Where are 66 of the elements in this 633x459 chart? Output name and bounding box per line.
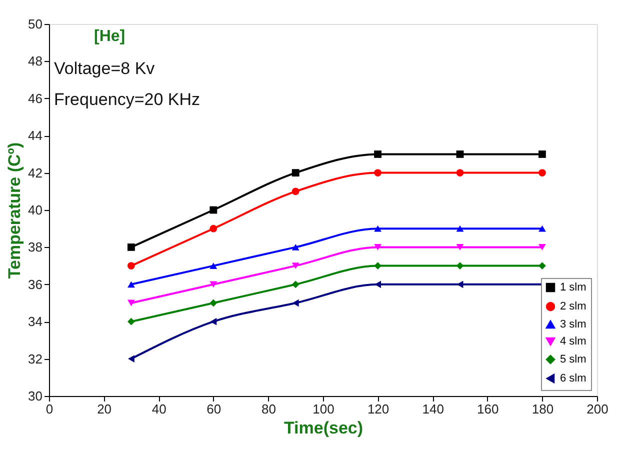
point <box>538 225 546 232</box>
point <box>292 299 299 307</box>
point <box>374 244 382 250</box>
y-tick-label: 32 <box>28 351 42 366</box>
point <box>456 169 464 176</box>
point <box>456 262 464 270</box>
point <box>210 224 218 232</box>
legend-label: 2 slm <box>560 300 586 312</box>
y-tick-label: 48 <box>28 54 42 69</box>
x-tick-label: 180 <box>532 402 554 416</box>
x-tick-label: 60 <box>206 402 222 416</box>
point <box>456 244 464 250</box>
y-axis-title: Temperature (Cº) <box>5 142 24 279</box>
y-tick-label: 30 <box>28 388 42 404</box>
x-tick-label: 40 <box>152 402 166 416</box>
annotation: [He] <box>94 28 126 45</box>
annotation: Frequency=20 KHz <box>54 90 200 109</box>
point <box>456 150 464 158</box>
point <box>127 262 135 270</box>
x-tick-label: 0 <box>46 402 54 416</box>
point <box>374 169 382 176</box>
point <box>292 169 300 177</box>
x-tick-label: 160 <box>477 402 499 416</box>
point <box>538 169 546 176</box>
x-tick-label: 20 <box>97 402 112 416</box>
x-tick-label: 140 <box>422 402 444 416</box>
point <box>374 150 382 158</box>
legend-label: 4 slm <box>560 336 586 348</box>
x-tick-label: 80 <box>261 402 276 416</box>
y-tick-label: 34 <box>28 314 42 330</box>
point <box>210 281 218 288</box>
point <box>538 244 546 250</box>
y-tick-label: 38 <box>28 240 42 255</box>
point <box>210 206 218 214</box>
legend-label: 5 slm <box>560 354 586 366</box>
point <box>538 150 546 158</box>
legend-label: 3 slm <box>560 318 586 330</box>
point <box>292 244 300 250</box>
y-tick-label: 42 <box>28 165 42 180</box>
point <box>292 188 300 196</box>
y-tick-label: 44 <box>28 128 42 144</box>
point <box>210 299 218 307</box>
point <box>127 281 135 288</box>
y-tick-label: 36 <box>28 276 42 292</box>
x-tick-label: 100 <box>312 402 334 416</box>
point <box>374 262 382 270</box>
point <box>127 243 135 251</box>
point <box>210 318 217 326</box>
point <box>292 262 300 270</box>
legend-label: 6 slm <box>560 372 586 384</box>
point <box>127 318 135 326</box>
point <box>538 262 546 270</box>
y-tick-label: 50 <box>28 16 42 32</box>
legend-label: 1 slm <box>560 282 586 294</box>
y-tick-label: 46 <box>28 90 42 106</box>
point <box>456 225 464 232</box>
point <box>127 300 135 306</box>
point <box>374 225 382 232</box>
point <box>210 262 218 270</box>
point <box>292 280 300 288</box>
x-tick-label: 200 <box>586 402 608 416</box>
annotation: Voltage=8 Kv <box>54 59 156 78</box>
y-tick-label: 40 <box>28 202 42 218</box>
point <box>128 355 134 363</box>
x-tick-label: 120 <box>367 402 390 416</box>
x-axis-title: Time(sec) <box>284 418 364 438</box>
